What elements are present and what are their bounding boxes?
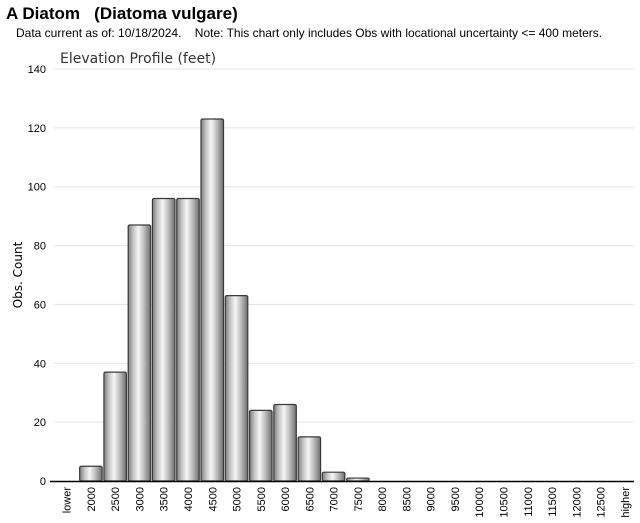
x-tick-label: 7500 <box>353 487 365 511</box>
bar <box>273 403 297 482</box>
x-tick-label: 11000 <box>523 487 535 517</box>
y-tick-label: 80 <box>34 241 46 253</box>
x-tick-label: 10500 <box>498 487 510 518</box>
bar <box>321 471 346 482</box>
x-tick-label: 9000 <box>426 487 438 511</box>
y-tick-label: 120 <box>28 123 46 135</box>
x-tick-label: 8500 <box>401 487 413 511</box>
y-tick-label: 40 <box>34 358 46 370</box>
x-tick-label: 7000 <box>329 487 341 511</box>
x-tick-label: higher <box>620 487 632 518</box>
y-axis-label: Obs. Count <box>11 241 25 308</box>
y-tick-label: 100 <box>28 182 46 194</box>
x-tick-label: 2000 <box>86 487 98 511</box>
bar <box>297 436 322 482</box>
bar <box>103 371 128 482</box>
bar <box>176 197 200 482</box>
x-tick-label: 10000 <box>474 487 486 518</box>
page-title: A Diatom (Diatoma vulgare) <box>6 4 238 23</box>
x-tick-label: 8000 <box>377 487 389 511</box>
x-tick-label: 4000 <box>183 487 195 511</box>
y-tick-label: 140 <box>28 64 46 76</box>
x-tick-label: 5000 <box>232 487 244 511</box>
bar <box>127 224 152 482</box>
bar <box>224 295 249 482</box>
x-tick-label: 2500 <box>110 487 122 511</box>
x-tick-label: 4500 <box>207 487 219 511</box>
x-tick-label: 5500 <box>256 487 268 511</box>
bar <box>248 409 273 482</box>
bar <box>346 477 370 482</box>
x-tick-label: 6500 <box>304 487 316 511</box>
x-tick-label: 11500 <box>547 487 559 517</box>
x-tick-label: 3500 <box>159 487 171 511</box>
x-tick-label: 6000 <box>280 487 292 511</box>
y-tick-label: 0 <box>40 476 46 488</box>
x-tick-label: 9500 <box>450 487 462 511</box>
x-tick-label: 12000 <box>571 487 583 518</box>
x-tick-label: 3000 <box>134 487 146 511</box>
chart-title: Elevation Profile (feet) <box>60 51 216 67</box>
x-tick-label: lower <box>62 487 74 514</box>
y-tick-label: 20 <box>34 417 46 429</box>
y-tick-label: 60 <box>34 299 46 311</box>
bar <box>79 465 103 482</box>
bar <box>151 197 176 482</box>
data-note: Data current as of: 10/18/2024. Note: Th… <box>16 26 603 40</box>
x-tick-label: 12500 <box>596 487 608 518</box>
bar <box>200 118 225 482</box>
